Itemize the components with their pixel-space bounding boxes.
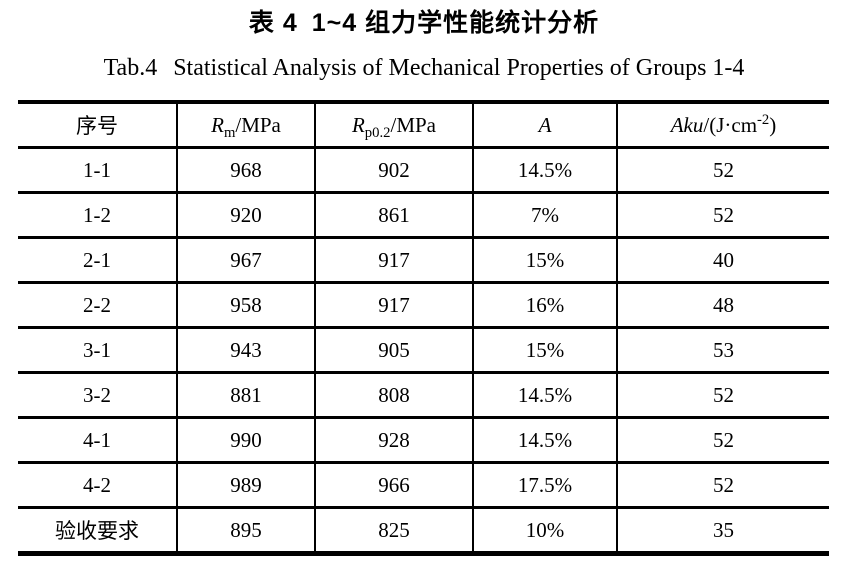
table-row: 3-2 881 808 14.5% 52 xyxy=(18,371,829,418)
serial-cell: 1-2 xyxy=(18,191,177,238)
elongation-cell: 10% xyxy=(472,506,617,554)
aku-cell: 52 xyxy=(616,146,829,193)
aku-cell: 53 xyxy=(616,326,829,373)
table-row: 2-2 958 917 16% 48 xyxy=(18,281,829,328)
serial-cell: 4-1 xyxy=(18,416,177,463)
table-row: 1-2 920 861 7% 52 xyxy=(18,191,829,238)
rm-cell: 968 xyxy=(176,146,315,193)
rp02-cell: 902 xyxy=(314,146,473,193)
rm-cell: 958 xyxy=(176,281,315,328)
serial-cell: 3-1 xyxy=(18,326,177,373)
table-caption-chinese: 表 4 1~4 组力学性能统计分析 xyxy=(0,0,848,40)
aku-cell: 52 xyxy=(616,416,829,463)
elongation-cell: 15% xyxy=(472,326,617,373)
aku-cell: 52 xyxy=(616,191,829,238)
table-row: 1-1 968 902 14.5% 52 xyxy=(18,146,829,193)
table-row: 3-1 943 905 15% 53 xyxy=(18,326,829,373)
col-header-rm: Rm/MPa xyxy=(176,102,315,148)
header-row: 序号 Rm/MPa Rp0.2/MPa A Aku/(J·cm-2) xyxy=(18,102,829,148)
rm-cell: 943 xyxy=(176,326,315,373)
rm-cell: 881 xyxy=(176,371,315,418)
table-row: 4-1 990 928 14.5% 52 xyxy=(18,416,829,463)
rp02-cell: 905 xyxy=(314,326,473,373)
serial-cell: 1-1 xyxy=(18,146,177,193)
table-title-cn: 1~4 组力学性能统计分析 xyxy=(311,9,600,37)
elongation-cell: 14.5% xyxy=(472,146,617,193)
elongation-cell: 14.5% xyxy=(472,371,617,418)
rm-cell: 920 xyxy=(176,191,315,238)
rp02-cell: 808 xyxy=(314,371,473,418)
rm-cell: 990 xyxy=(176,416,315,463)
elongation-cell: 17.5% xyxy=(472,461,617,508)
elongation-cell: 14.5% xyxy=(472,416,617,463)
elongation-cell: 7% xyxy=(472,191,617,238)
rm-cell: 967 xyxy=(176,236,315,283)
aku-cell: 35 xyxy=(616,506,829,554)
rp02-cell: 825 xyxy=(314,506,473,554)
rp02-cell: 928 xyxy=(314,416,473,463)
table-title-en: Statistical Analysis of Mechanical Prope… xyxy=(173,55,745,81)
aku-cell: 40 xyxy=(616,236,829,283)
rp02-cell: 966 xyxy=(314,461,473,508)
table-row: 2-1 967 917 15% 40 xyxy=(18,236,829,283)
rp02-cell: 861 xyxy=(314,191,473,238)
aku-cell: 52 xyxy=(616,461,829,508)
rp02-cell: 917 xyxy=(314,236,473,283)
col-header-elongation: A xyxy=(472,102,617,148)
elongation-cell: 16% xyxy=(472,281,617,328)
elongation-cell: 15% xyxy=(472,236,617,283)
acceptance-requirement-row: 验收要求 895 825 10% 35 xyxy=(18,506,829,554)
serial-cell: 2-2 xyxy=(18,281,177,328)
col-header-serial: 序号 xyxy=(76,114,118,138)
serial-cell: 2-1 xyxy=(18,236,177,283)
table-number-cn: 表 4 xyxy=(248,9,298,37)
table-row: 4-2 989 966 17.5% 52 xyxy=(18,461,829,508)
aku-cell: 48 xyxy=(616,281,829,328)
rp02-cell: 917 xyxy=(314,281,473,328)
serial-cell: 3-2 xyxy=(18,371,177,418)
aku-cell: 52 xyxy=(616,371,829,418)
col-header-aku: Aku/(J·cm-2) xyxy=(616,102,829,148)
mechanical-properties-table: 序号 Rm/MPa Rp0.2/MPa A Aku/(J·cm-2) 1-1 9… xyxy=(18,100,829,556)
col-header-rp02: Rp0.2/MPa xyxy=(314,102,473,148)
rm-cell: 895 xyxy=(176,506,315,554)
table-number-en: Tab.4 xyxy=(103,55,158,81)
table-caption-english: Tab.4 Statistical Analysis of Mechanical … xyxy=(0,53,848,84)
rm-cell: 989 xyxy=(176,461,315,508)
serial-cell: 4-2 xyxy=(18,461,177,508)
serial-cell: 验收要求 xyxy=(18,506,177,554)
